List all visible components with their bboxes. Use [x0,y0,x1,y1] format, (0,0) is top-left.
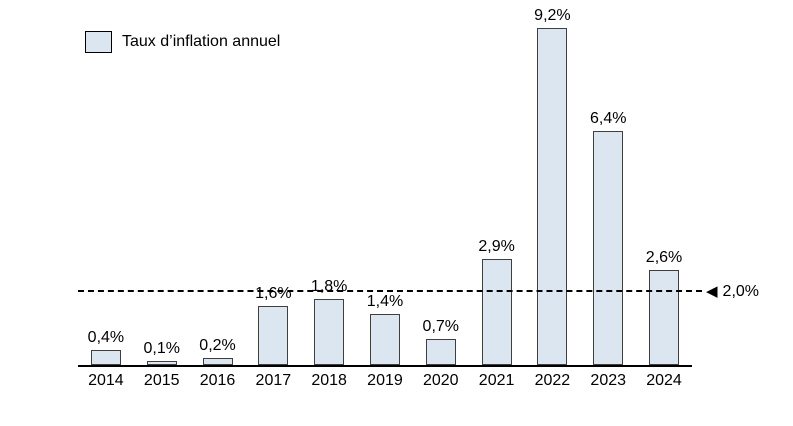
bar-value-label: 0,2% [199,336,236,354]
x-axis-label: 2022 [534,372,571,389]
bar-cell: 0,1% [134,340,190,365]
target-arrow-icon: ◀ [706,283,718,301]
bar-cell: 2,6% [636,249,692,365]
x-axis-label: 2021 [478,372,515,389]
bar-value-label: 9,2% [534,7,571,24]
target-line [78,289,702,292]
bar [425,339,456,365]
x-axis-label: 2018 [311,372,347,389]
bar-value-label: 0,4% [87,329,125,347]
bar-cell: 0,4% [78,329,134,365]
bar-cell: 9,2% [525,7,581,365]
target-line-label: 2,0% [722,282,760,300]
bar-value-label: 1,6% [255,285,292,303]
plot-area: ◀ 2,0% 0,4% 0,1% 0,2% 1,6% 1,8% 1,4% 0,7% 2,9% 9… [78,7,759,367]
bar [314,299,345,365]
target-marker: ◀ 2,0% [706,283,759,301]
bar-value-label: 1,8% [310,278,348,296]
bar-cell: 0,2% [190,337,246,365]
x-axis-labels: 2014 2015 2016 2017 2018 2019 2020 2021 2022 2023… [78,372,692,390]
bar-value-label: 6,4% [589,109,627,127]
bar [649,269,680,365]
x-axis-label: 2017 [255,372,292,389]
bar-value-label: 0,7% [422,318,460,336]
legend-swatch-icon [85,31,112,53]
x-axis-label: 2015 [143,372,180,389]
bar-cell: 6,4% [580,110,636,365]
x-axis-label: 2023 [590,372,627,389]
x-axis-label: 2019 [367,372,403,389]
bar-value-label: 2,6% [645,248,683,266]
bars-container: 0,4% 0,1% 0,2% 1,6% 1,8% 1,4% 0,7% 2,9% 9,2% 6,4%… [78,7,692,365]
bar-value-label: 0,1% [143,340,180,358]
chart-legend: Taux d’inflation annuel [85,31,280,53]
legend-label: Taux d’inflation annuel [122,33,281,50]
bar [258,306,289,365]
bar [202,357,233,365]
x-axis-label: 2014 [88,372,124,389]
bar-cell: 0,7% [413,318,469,365]
x-axis-label: 2016 [199,372,236,389]
x-axis-label: 2020 [422,372,459,389]
bar [593,130,624,365]
bar-cell: 1,4% [357,293,413,365]
bar [146,361,177,365]
bar [369,313,400,365]
x-axis-label: 2024 [646,372,682,389]
bar-value-label: 1,4% [366,292,404,310]
bar [481,258,512,365]
bar-cell: 1,6% [245,285,301,365]
bar-value-label: 2,9% [478,237,515,255]
bar-cell: 2,9% [469,238,525,365]
bar [537,28,568,365]
bar [90,350,121,365]
